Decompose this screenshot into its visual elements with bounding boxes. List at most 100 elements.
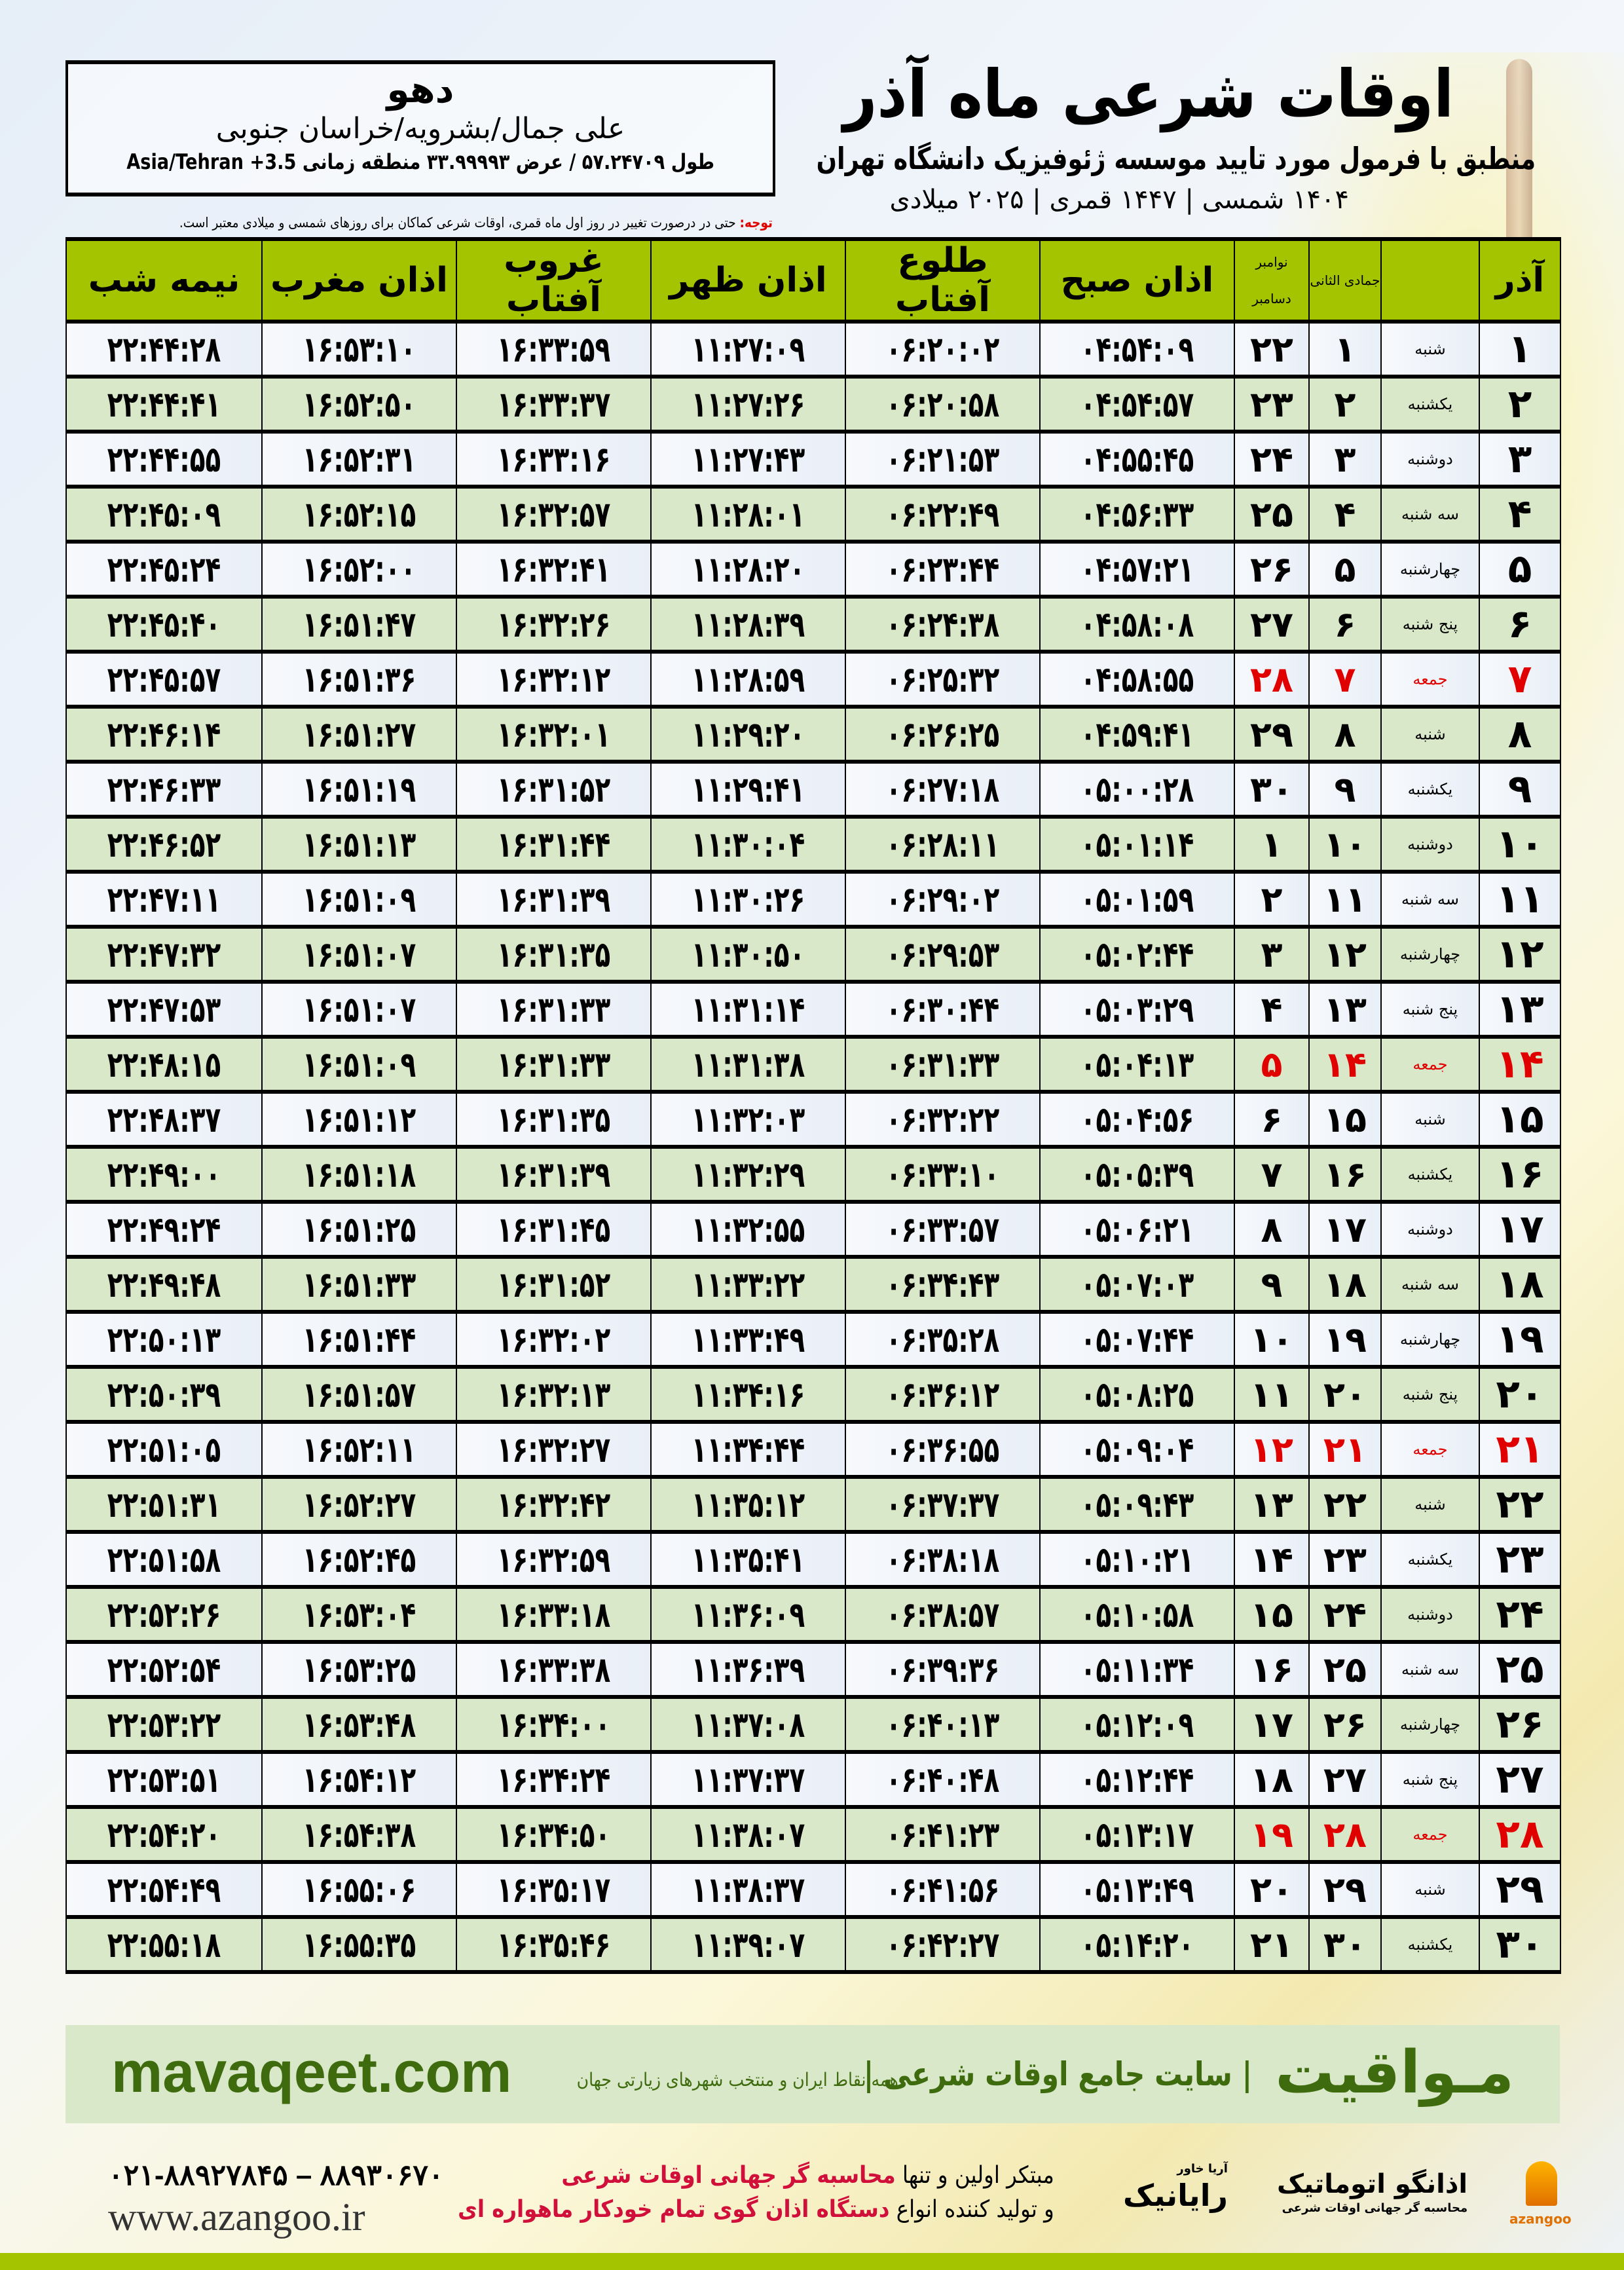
cell-midnight-text: ۲۲:۵۰:۱۳ [107, 1318, 221, 1360]
cell-hijri: ۱۳ [1308, 982, 1382, 1039]
cell-midnight: ۲۲:۴۹:۴۸ [65, 1257, 263, 1314]
cell-dhuhr-text: ۱۱:۳۹:۰۷ [691, 1924, 805, 1965]
brand-logo: مـواقیت [1275, 2038, 1514, 2107]
cell-fajr-text: ۰۵:۱۰:۲۱ [1080, 1538, 1194, 1580]
cell-dhuhr: ۱۱:۳۴:۱۶ [650, 1367, 846, 1424]
cell-sunrise: ۰۶:۲۰:۰۲ [845, 322, 1041, 379]
cell-fajr: ۰۴:۵۸:۵۵ [1039, 652, 1235, 709]
azangoo-link[interactable]: www.azangoo.ir [108, 2195, 365, 2239]
cell-day-text: ۱۳ [1496, 986, 1544, 1032]
cell-day: ۱۲ [1479, 927, 1561, 984]
cell-dhuhr-text: ۱۱:۲۷:۴۳ [691, 438, 805, 480]
cell-greg: ۱۰ [1234, 1312, 1310, 1369]
cell-sunset: ۱۶:۳۱:۳۵ [456, 1092, 652, 1149]
cell-dhuhr-text: ۱۱:۳۷:۳۷ [691, 1758, 805, 1800]
cell-weekday-text: یکشنبه [1407, 780, 1453, 798]
cell-maghrib: ۱۶:۵۳:۴۸ [261, 1697, 457, 1754]
cell-dhuhr-text: ۱۱:۲۷:۰۹ [691, 328, 805, 370]
cell-maghrib: ۱۶:۵۱:۳۳ [261, 1257, 457, 1314]
cell-maghrib: ۱۶:۵۱:۴۷ [261, 597, 457, 654]
cell-fajr: ۰۵:۰۱:۵۹ [1039, 872, 1235, 929]
cell-dhuhr-text: ۱۱:۳۱:۳۸ [691, 1043, 805, 1085]
cell-sunrise-text: ۰۶:۲۶:۲۵ [885, 713, 1000, 755]
cell-sunrise-text: ۰۶:۴۲:۲۷ [885, 1924, 1000, 1965]
cell-greg-text: ۱۶ [1250, 1648, 1293, 1690]
cell-day: ۹ [1479, 762, 1561, 819]
cell-sunrise-text: ۰۶:۳۸:۵۷ [885, 1593, 1000, 1635]
cell-sunset: ۱۶:۳۵:۴۶ [456, 1917, 652, 1974]
table-row: ۱۳ پنج شنبه ۱۳ ۴ ۰۵:۰۳:۲۹ ۰۶:۳۰:۴۴ ۱۱:۳۱:۱۴ ۱۶:… [65, 982, 1561, 1039]
cell-dhuhr-text: ۱۱:۲۸:۳۹ [691, 603, 805, 645]
cell-maghrib-text: ۱۶:۵۳:۲۵ [302, 1648, 416, 1690]
table-row: ۲ یکشنبه ۲ ۲۳ ۰۴:۵۴:۵۷ ۰۶:۲۰:۵۸ ۱۱:۲۷:۲۶ ۱۶:۳۳:… [65, 377, 1561, 434]
cell-hijri-text: ۲۸ [1323, 1814, 1367, 1855]
cell-sunrise: ۰۶:۲۳:۴۴ [845, 542, 1041, 599]
rayanik-small: آریا خاور [1177, 2162, 1228, 2176]
cell-midnight-text: ۲۲:۴۶:۳۳ [107, 768, 221, 810]
cell-sunrise-text: ۰۶:۳۷:۳۷ [885, 1483, 1000, 1525]
cell-day: ۱۹ [1479, 1312, 1561, 1369]
cell-dhuhr-text: ۱۱:۳۰:۵۰ [691, 933, 805, 975]
table-row: ۱۴ جمعه ۱۴ ۵ ۰۵:۰۴:۱۳ ۰۶:۳۱:۳۳ ۱۱:۳۱:۳۸ ۱۶:۳۱:۳… [65, 1037, 1561, 1094]
cell-fajr: ۰۵:۰۷:۰۳ [1039, 1257, 1235, 1314]
cell-fajr: ۰۵:۰۷:۴۴ [1039, 1312, 1235, 1369]
col-header-sunrise: طلوع آفتاب [845, 237, 1041, 324]
table-row: ۳ دوشنبه ۳ ۲۴ ۰۴:۵۵:۴۵ ۰۶:۲۱:۵۳ ۱۱:۲۷:۴۳ ۱۶:۳۳:… [65, 432, 1561, 489]
cell-sunset: ۱۶:۳۱:۳۹ [456, 872, 652, 929]
cell-greg: ۳ [1234, 927, 1310, 984]
cell-fajr: ۰۵:۰۰:۲۸ [1039, 762, 1235, 819]
cell-dhuhr-text: ۱۱:۳۶:۰۹ [691, 1593, 805, 1635]
cell-day: ۱۶ [1479, 1147, 1561, 1204]
cell-greg: ۲۵ [1234, 487, 1310, 544]
cell-weekday: شنبه [1380, 1862, 1480, 1919]
cell-weekday: شنبه [1380, 1477, 1480, 1534]
cell-greg: ۲۲ [1234, 322, 1310, 379]
cell-fajr-text: ۰۵:۰۰:۲۸ [1080, 768, 1194, 810]
cell-weekday: سه شنبه [1380, 1642, 1480, 1699]
cell-dhuhr: ۱۱:۳۹:۰۷ [650, 1917, 846, 1974]
table-row: ۱۰ دوشنبه ۱۰ ۱ ۰۵:۰۱:۱۴ ۰۶:۲۸:۱۱ ۱۱:۳۰:۰۴ ۱۶:۳۱… [65, 817, 1561, 874]
cell-fajr-text: ۰۵:۰۹:۰۴ [1080, 1428, 1194, 1470]
cell-day-text: ۲۳ [1496, 1536, 1544, 1582]
cell-hijri-text: ۱۷ [1323, 1208, 1367, 1250]
ad-line1-b: محاسبه گر جهانی اوقات شرعی [561, 2162, 896, 2189]
cell-sunrise: ۰۶:۳۲:۲۲ [845, 1092, 1041, 1149]
cell-sunset: ۱۶:۳۲:۲۷ [456, 1422, 652, 1479]
cell-dhuhr: ۱۱:۳۱:۱۴ [650, 982, 846, 1039]
cell-midnight: ۲۲:۴۷:۵۳ [65, 982, 263, 1039]
cell-fajr: ۰۴:۵۵:۴۵ [1039, 432, 1235, 489]
cell-sunset-text: ۱۶:۳۲:۰۱ [496, 713, 611, 755]
cell-maghrib: ۱۶:۵۲:۴۵ [261, 1532, 457, 1589]
cell-dhuhr-text: ۱۱:۳۲:۵۵ [691, 1208, 805, 1250]
cell-midnight: ۲۲:۴۵:۰۹ [65, 487, 263, 544]
cell-day-text: ۱۲ [1496, 931, 1544, 977]
cell-fajr-text: ۰۵:۱۲:۰۹ [1080, 1703, 1194, 1745]
cell-day: ۸ [1479, 707, 1561, 764]
cell-dhuhr: ۱۱:۲۷:۰۹ [650, 322, 846, 379]
cell-weekday-text: پنج شنبه [1402, 1770, 1458, 1789]
cell-sunset-text: ۱۶:۳۲:۲۶ [496, 603, 611, 645]
table-row: ۸ شنبه ۸ ۲۹ ۰۴:۵۹:۴۱ ۰۶:۲۶:۲۵ ۱۱:۲۹:۲۰ ۱۶:۳۲:۰۱… [65, 707, 1561, 764]
ad-line1-a: مبتکر اولین و تنها [895, 2162, 1054, 2189]
cell-dhuhr: ۱۱:۳۰:۵۰ [650, 927, 846, 984]
cell-midnight-text: ۲۲:۴۵:۰۹ [107, 493, 221, 535]
cell-maghrib: ۱۶:۵۵:۳۵ [261, 1917, 457, 1974]
cell-dhuhr-text: ۱۱:۳۴:۱۶ [691, 1373, 805, 1415]
cell-midnight: ۲۲:۴۴:۲۸ [65, 322, 263, 379]
cell-maghrib: ۱۶:۵۱:۱۳ [261, 817, 457, 874]
cell-maghrib: ۱۶:۵۴:۳۸ [261, 1807, 457, 1864]
cell-greg: ۲۷ [1234, 597, 1310, 654]
cell-greg: ۳۰ [1234, 762, 1310, 819]
table-row: ۱۱ سه شنبه ۱۱ ۲ ۰۵:۰۱:۵۹ ۰۶:۲۹:۰۲ ۱۱:۳۰:۲۶ ۱۶:۳… [65, 872, 1561, 929]
cell-midnight: ۲۲:۴۶:۳۳ [65, 762, 263, 819]
cell-day: ۴ [1479, 487, 1561, 544]
page-subtitle: منطبق با فرمول مورد تایید موسسه ژئوفیزیک… [816, 141, 1536, 176]
cell-sunrise: ۰۶:۲۹:۵۳ [845, 927, 1041, 984]
cell-sunrise: ۰۶:۳۷:۳۷ [845, 1477, 1041, 1534]
website-link[interactable]: mavaqeet.com [111, 2039, 512, 2104]
cell-weekday-text: دوشنبه [1407, 1220, 1453, 1238]
cell-day-text: ۲۶ [1496, 1702, 1544, 1747]
cell-midnight: ۲۲:۴۹:۲۴ [65, 1202, 263, 1259]
cell-dhuhr-text: ۱۱:۳۳:۴۹ [691, 1318, 805, 1360]
cell-maghrib-text: ۱۶:۵۱:۱۹ [302, 768, 416, 810]
